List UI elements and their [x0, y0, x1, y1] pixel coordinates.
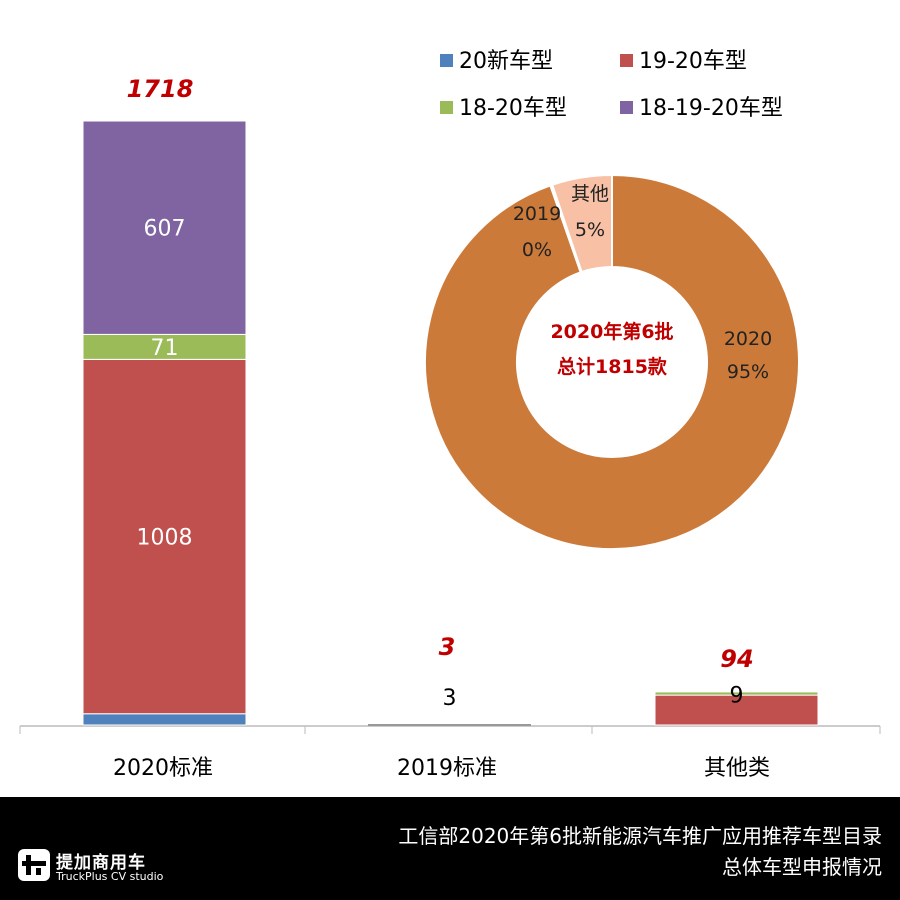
slice-percent: 5%: [575, 219, 605, 241]
x-tick-label: 2019标准: [397, 756, 497, 781]
footer: [0, 797, 900, 900]
logo-icon: [18, 849, 50, 881]
legend-swatch: [440, 54, 453, 67]
x-tick-label: 其他类: [704, 756, 770, 781]
total-label: 94: [720, 645, 753, 673]
legend-label: 18-19-20车型: [639, 96, 783, 121]
legend-swatch: [620, 101, 633, 114]
donut-center-total: 总计1815款: [557, 355, 668, 378]
chart: 3210087160717182020标准332019标准994其他类20新车型…: [19, 49, 881, 781]
logo-text: 提加商用车: [56, 853, 146, 873]
bar-segment: [82, 358, 247, 715]
segment-label: 1008: [137, 526, 193, 551]
slice-label: 其他: [571, 183, 609, 205]
legend-label: 19-20车型: [639, 49, 747, 74]
segment-label: 3: [443, 686, 457, 711]
slice-label: 2020: [724, 328, 772, 350]
legend-swatch: [440, 101, 453, 114]
footer-title: 工信部2020年第6批新能源汽车推广应用推荐车型目录: [398, 824, 882, 848]
donut-slice: [424, 173, 800, 550]
segment-label: 9: [730, 684, 744, 709]
bar-segment: [654, 694, 819, 726]
slice-percent: 95%: [727, 361, 769, 383]
logo-subtext: TruckPlus CV studio: [56, 870, 164, 883]
legend-label: 20新车型: [459, 49, 553, 74]
slice-label: 2019: [513, 203, 561, 225]
total-label: 1718: [127, 75, 194, 103]
total-label: 3: [439, 633, 456, 661]
donut-center-title: 2020年第6批: [550, 320, 673, 343]
bar-segment: [368, 724, 531, 726]
legend-swatch: [620, 54, 633, 67]
x-tick-label: 2020标准: [113, 756, 213, 781]
bar-segment: [654, 691, 819, 696]
slice-percent: 0%: [522, 239, 552, 261]
segment-label: 607: [144, 217, 186, 242]
segment-label: 71: [151, 336, 179, 361]
bar-segment: [82, 333, 247, 360]
footer-subtitle: 总体车型申报情况: [722, 855, 882, 879]
legend-label: 18-20车型: [459, 96, 567, 121]
donut-slice: [550, 173, 613, 274]
bar-segment: [82, 713, 247, 726]
bar-segment: [82, 120, 247, 335]
